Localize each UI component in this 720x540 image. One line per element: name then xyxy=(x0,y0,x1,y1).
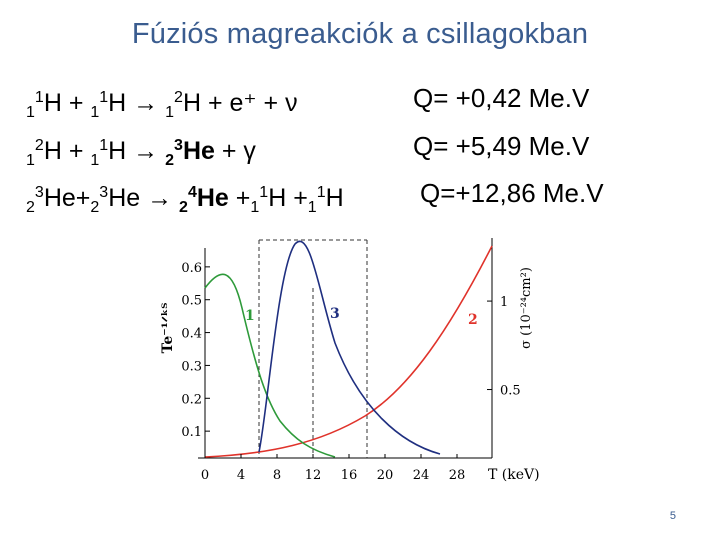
left-tick-label: 0.6 xyxy=(181,261,202,276)
curve-2 xyxy=(204,245,493,458)
bottom-tick-label: 4 xyxy=(237,468,245,483)
reaction-3-part-0: 2 xyxy=(26,199,35,216)
reaction-3-part-4: 3 xyxy=(99,184,109,201)
reaction-1-equation: 11H + 11H → 12H + e⁺ + ν xyxy=(26,90,298,121)
reaction-3-part-11: 1 xyxy=(259,184,269,201)
reaction-1-part-3: 1 xyxy=(90,104,100,121)
dashed-window xyxy=(258,239,368,458)
reaction-2-part-8: He xyxy=(182,137,215,165)
reaction-2-q-value: Q= +5,49 Me.V xyxy=(413,131,590,161)
curve-label-3: 3 xyxy=(330,306,340,322)
x-axis-label: T (keV) xyxy=(488,467,540,483)
reaction-1-q-value: Q= +0,42 Me.V xyxy=(413,83,590,113)
reaction-3-part-7: 4 xyxy=(187,184,197,201)
reaction-2-part-0: 1 xyxy=(26,152,35,169)
reaction-3-part-1: 3 xyxy=(34,184,44,201)
reaction-1-part-8: H + e⁺ + ν xyxy=(182,89,298,117)
bottom-ticks: 0 4 8 12 16 20 24 28 xyxy=(201,454,465,483)
right-ticks: 0.51 xyxy=(487,295,521,399)
curve-3 xyxy=(258,240,441,455)
reaction-2-part-6: 2 xyxy=(165,152,175,169)
reaction-3-part-12: H + xyxy=(268,184,308,212)
reaction-1-part-4: 1 xyxy=(99,89,109,106)
reaction-2-part-7: 3 xyxy=(174,137,183,154)
reaction-1-part-2: H + xyxy=(43,89,91,117)
curve-label-2: 2 xyxy=(468,312,478,328)
reaction-3-part-15: H xyxy=(325,184,344,212)
bottom-tick-label: 0 xyxy=(201,468,209,483)
left-ticks: 0.1 0.2 0.3 0.4 0.5 0.6 xyxy=(181,261,210,440)
reaction-2-part-5: H → xyxy=(108,137,166,165)
slide-title: Fúziós magreakciók a csillagokban xyxy=(131,18,589,50)
reaction-3-part-3: 2 xyxy=(90,199,100,216)
bottom-tick-label: 12 xyxy=(305,468,322,483)
right-tick-label: 1 xyxy=(500,295,508,310)
left-tick-label: 0.1 xyxy=(181,425,202,440)
reaction-1-part-0: 1 xyxy=(26,104,35,121)
reaction-2-part-9: + γ xyxy=(214,137,256,165)
reaction-1-part-6: 1 xyxy=(165,104,175,121)
reaction-1-part-7: 2 xyxy=(174,89,183,106)
right-tick-label: 0.5 xyxy=(500,384,521,399)
reaction-3-q-value: Q=+12,86 Me.V xyxy=(420,178,604,208)
reaction-3-part-2: He+ xyxy=(43,184,91,212)
reaction-3-part-9: + xyxy=(228,184,251,212)
reaction-3-part-6: 2 xyxy=(179,199,188,216)
left-tick-label: 0.3 xyxy=(181,359,202,374)
reaction-3-part-10: 1 xyxy=(250,199,260,216)
fusion-cross-section-figure: 0.10.20.30.40.50.6 0.51 0 4 8 12 16 20 24 28 Te… xyxy=(160,238,540,483)
bottom-tick-label: 16 xyxy=(341,468,358,483)
left-tick-label: 0.5 xyxy=(181,294,202,309)
reaction-3-part-8: He xyxy=(196,184,229,212)
reaction-2-part-4: 1 xyxy=(99,137,109,154)
left-tick-label: 0.2 xyxy=(181,392,202,407)
bottom-tick-label: 8 xyxy=(273,468,281,483)
left-tick-label: 0.4 xyxy=(181,327,202,342)
reaction-3-part-14: 1 xyxy=(316,184,326,201)
bottom-tick-label: 28 xyxy=(449,468,466,483)
page-number: 5 xyxy=(669,510,676,522)
right-axis-label: σ (10⁻²⁴cm²) xyxy=(519,267,534,349)
reaction-2-part-2: H + xyxy=(43,137,91,165)
reaction-3-equation: 23He+23He → 24He +11H +11H xyxy=(26,185,344,216)
bottom-tick-label: 20 xyxy=(377,468,394,483)
curve-label-1: 1 xyxy=(245,308,255,324)
reaction-3-part-5: He → xyxy=(108,184,180,212)
curve-1 xyxy=(204,273,336,458)
reaction-2-equation: 12H + 11H → 23He + γ xyxy=(26,138,256,169)
bottom-tick-label: 24 xyxy=(413,468,430,483)
reaction-2-part-3: 1 xyxy=(90,152,100,169)
left-axis-label: Te⁻¹ᐟᵏᵀ xyxy=(160,303,176,354)
reaction-1-part-5: H → xyxy=(108,89,166,117)
reaction-3-part-13: 1 xyxy=(307,199,317,216)
reaction-1-part-1: 1 xyxy=(34,89,44,106)
reaction-2-part-1: 2 xyxy=(34,137,44,154)
